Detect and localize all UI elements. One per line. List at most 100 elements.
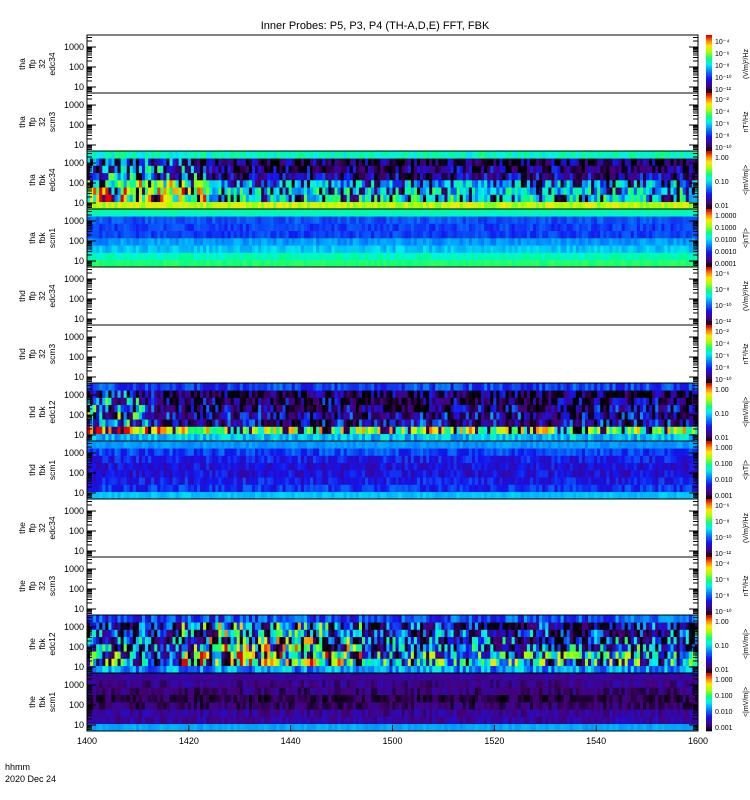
spectrogram-cell [178,230,183,239]
spectrogram-cell [193,201,198,210]
spectrogram-cell [172,433,176,442]
spectrogram-cell [407,165,412,174]
spectrogram-cell [453,383,458,391]
spectrogram-cell [459,158,464,166]
spectrogram-cell [184,426,189,435]
spectrogram-cell [175,397,180,406]
y-tick-label: 100 [69,294,84,304]
spectrogram-cell [99,172,103,181]
spectrogram-cell [233,172,238,181]
spectrogram-cell [233,180,238,188]
spectrogram-cell [245,165,250,174]
spectrogram-cell [639,158,644,166]
spectrogram-cell [493,390,497,398]
spectrogram-cell [303,216,308,224]
spectrogram-cell [233,187,238,195]
spectrogram-cell [435,172,439,181]
spectrogram-cell [288,158,293,166]
spectrogram-cell [190,390,195,398]
spectrogram-cell [410,172,415,181]
spectrogram-cell [520,230,525,239]
spectrogram-cell [313,230,317,239]
spectrogram-cell [172,172,176,181]
y-tick-label: 100 [69,352,84,362]
spectrogram-cell [588,238,592,246]
spectrogram-cell [169,165,173,174]
spectrogram-cell [337,223,341,232]
spectrogram-cell [200,245,204,253]
spectrogram-cell [221,433,225,442]
spectrogram-cell [303,194,308,203]
spectrogram-cell [251,216,256,224]
spectrogram-cell [380,180,384,188]
spectrogram-cell [398,223,403,232]
spectrogram-cell [581,151,586,159]
spectrogram-cell [282,259,286,268]
spectrogram-cell [187,216,192,224]
spectrogram-cell [496,238,500,246]
colorbar-segment [706,107,712,110]
spectrogram-cell [297,216,302,224]
spectrogram-cell [193,383,198,391]
spectrogram-cell [609,165,613,174]
spectrogram-cell [465,223,470,232]
spectrogram-cell [533,259,537,268]
spectrogram-cell [258,201,262,210]
spectrogram-cell [102,194,106,203]
spectrogram-cell [584,151,589,159]
spectrogram-cell [572,201,577,210]
spectrogram-cell [196,412,201,420]
spectrogram-cell [652,209,656,217]
spectrogram-cell [465,187,470,195]
spectrogram-cell [441,172,445,181]
spectrogram-cell [685,158,690,166]
spectrogram-cell [520,187,525,195]
spectrogram-cell [245,209,250,217]
spectrogram-cell [196,180,201,188]
spectrogram-cell [407,158,412,166]
spectrogram-cell [508,151,513,159]
spectrogram-cell [380,165,384,174]
colorbar-segment [706,169,712,172]
spectrogram-cell [337,201,341,210]
spectrogram-cell [456,238,461,246]
spectrogram-cell [239,209,244,217]
spectrogram-cell [456,383,461,391]
spectrogram-cell [484,165,488,174]
spectrogram-cell [465,412,470,420]
spectrogram-cell [190,223,195,232]
spectrogram-cell [221,426,225,435]
spectrogram-cell [404,223,409,232]
colorbar-segment [706,98,712,101]
spectrogram-cell [340,151,345,159]
spectrogram-cell [209,223,213,232]
spectrogram-cell [487,165,491,174]
spectrogram-cell [487,223,491,232]
spectrogram-cell [337,390,341,398]
spectrogram-cell [248,180,253,188]
colorbar-segment [706,348,712,350]
spectrogram-cell [398,238,403,246]
spectrogram-cell [572,238,577,246]
spectrogram-cell [383,426,387,435]
spectrogram-cell [297,426,302,435]
spectrogram-cell [221,404,225,413]
spectrogram-cell [328,238,332,246]
spectrogram-cell [343,426,348,435]
spectrogram-cell [154,216,158,224]
spectrogram-cell [316,238,320,246]
spectrogram-cell [566,216,571,224]
spectrogram-cell [145,383,149,391]
spectrogram-cell [145,245,149,253]
spectrogram-cell [255,404,259,413]
colorbar-tick-label: 10⁻⁸ [715,365,729,372]
spectrogram-cell [233,209,238,217]
spectrogram-cell [325,201,329,210]
spectrogram-cell [120,433,125,442]
spectrogram-cell [447,412,451,420]
colorbar-segment [706,172,712,175]
spectrogram-cell [291,158,296,166]
spectrogram-cell [646,180,650,188]
spectrogram-cell [572,252,577,261]
spectrogram-cell [563,158,568,166]
